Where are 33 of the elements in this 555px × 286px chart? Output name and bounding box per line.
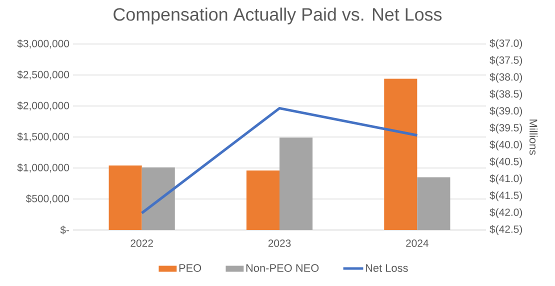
y-tick-label: $2,500,000 xyxy=(17,70,70,80)
y2-tick-label: $(41.5) xyxy=(490,191,522,202)
x-tick-label: 2022 xyxy=(130,240,153,247)
bar xyxy=(246,170,280,230)
y-tick-label: $2,000,000 xyxy=(17,101,70,111)
y-tick-label: $3,000,000 xyxy=(17,39,70,49)
bar xyxy=(280,138,313,230)
y2-tick-label: $(38.0) xyxy=(490,72,522,83)
bar xyxy=(108,166,142,230)
y-tick-label: $- xyxy=(60,226,70,234)
chart-title: Compensation Actually Paid vs. Net Loss xyxy=(114,8,442,24)
x-tick-label: 2024 xyxy=(406,240,428,247)
y2-tick-label: $(40.0) xyxy=(490,140,522,150)
bar xyxy=(417,177,450,230)
y2-tick-label: $(42.0) xyxy=(490,208,522,218)
y-tick-label: $1,500,000 xyxy=(17,132,70,142)
legend-label: PEO xyxy=(179,264,202,272)
legend-label: Net Loss xyxy=(366,264,408,272)
y2-tick-label: $(37.0) xyxy=(490,39,522,49)
y2-tick-label: $(39.0) xyxy=(490,106,522,117)
y2-tick-label: $(40.5) xyxy=(490,157,522,168)
y2-tick-label: $(42.5) xyxy=(490,225,522,235)
y-tick-label: $1,000,000 xyxy=(17,163,70,173)
y2-tick-label: $(39.5) xyxy=(490,124,522,134)
legend-label: Non-PEO NEO xyxy=(246,264,319,272)
y2-tick-label: $(41.0) xyxy=(490,174,522,184)
x-tick-label: 2023 xyxy=(268,240,291,247)
bar xyxy=(142,167,175,230)
bar xyxy=(384,78,418,230)
y2-tick-label: $(37.5) xyxy=(490,56,522,66)
y2-axis-title: Millions xyxy=(530,120,538,155)
y2-tick-label: $(38.5) xyxy=(490,90,522,100)
y-tick-label: $500,000 xyxy=(26,194,70,204)
